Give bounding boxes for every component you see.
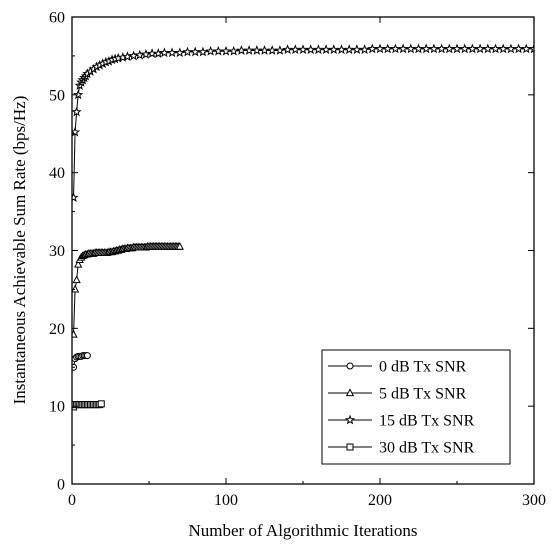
x-axis-label: Number of Algorithmic Iterations	[189, 521, 418, 540]
data-point	[428, 43, 440, 54]
data-point	[166, 47, 178, 58]
data-point	[220, 45, 232, 56]
legend: 0 dB Tx SNR 5 dB Tx SNR 15 dB Tx SNR 30 dB …	[321, 349, 511, 465]
data-point	[344, 44, 355, 55]
data-point	[444, 43, 455, 54]
legend-entry: 5 dB Tx SNR	[328, 386, 467, 403]
data-point	[336, 44, 347, 55]
series-30-db-tx-snr	[72, 400, 105, 411]
data-point	[159, 47, 170, 58]
legend-entry: 0 dB Tx SNR	[328, 359, 467, 376]
data-point	[134, 49, 145, 60]
data-point	[73, 89, 84, 100]
data-point	[290, 44, 301, 55]
data-point	[505, 43, 517, 54]
data-point	[474, 43, 486, 54]
legend-marker	[344, 414, 356, 425]
data-point	[175, 241, 184, 250]
data-point	[459, 43, 470, 54]
legend-marker	[346, 443, 354, 451]
data-point	[313, 44, 324, 55]
data-point	[467, 43, 478, 54]
legend-label: 0 dB Tx SNR	[379, 359, 467, 376]
x-tick-label: 0	[68, 492, 76, 509]
legend-entry: 30 dB Tx SNR	[328, 440, 475, 457]
y-tick-label: 20	[49, 321, 65, 338]
data-point	[413, 43, 424, 54]
data-point	[451, 43, 463, 54]
data-point	[351, 44, 363, 55]
data-point	[174, 47, 185, 58]
data-point	[382, 43, 393, 54]
data-point	[421, 43, 432, 54]
y-tick-label: 30	[49, 243, 65, 260]
y-tick-label: 60	[49, 10, 65, 27]
data-point	[320, 44, 332, 55]
data-point	[436, 43, 447, 54]
data-point	[528, 43, 534, 54]
data-point	[259, 45, 270, 55]
x-tick-label: 200	[368, 492, 392, 509]
data-point	[197, 46, 209, 57]
x-tick-label: 300	[522, 492, 546, 509]
y-tick-label: 40	[49, 165, 65, 182]
data-point	[72, 192, 79, 202]
data-point	[72, 329, 78, 338]
data-point	[97, 400, 105, 408]
data-point	[205, 45, 216, 56]
data-point	[267, 45, 278, 55]
data-point	[72, 106, 82, 117]
data-point	[228, 45, 239, 56]
y-tick-label: 0	[57, 477, 65, 494]
data-point	[182, 46, 193, 57]
x-tick-label: 100	[214, 492, 238, 509]
legend-label: 15 dB Tx SNR	[379, 413, 475, 430]
series-15-db-tx-snr	[72, 43, 534, 202]
data-point	[274, 45, 286, 55]
data-point	[153, 48, 164, 58]
data-point	[128, 50, 139, 61]
y-axis-label: Instantaneous Achievable Sum Rate (bps/H…	[10, 96, 29, 405]
data-point	[190, 46, 201, 57]
y-tick-label: 50	[49, 87, 65, 104]
data-point	[521, 43, 532, 54]
legend-marker	[346, 362, 354, 370]
data-point	[367, 43, 378, 54]
legend-entry: 15 dB Tx SNR	[328, 413, 475, 430]
data-point	[83, 352, 91, 360]
data-point	[405, 43, 416, 54]
data-point	[305, 44, 316, 55]
data-point	[236, 45, 247, 55]
legend-marker	[345, 388, 355, 397]
legend-label: 5 dB Tx SNR	[379, 386, 467, 403]
data-point	[374, 43, 386, 54]
data-point	[390, 43, 401, 54]
data-point	[140, 48, 152, 59]
series-layer	[72, 43, 534, 411]
data-point	[359, 44, 370, 55]
data-point	[490, 43, 501, 54]
legend-label: 30 dB Tx SNR	[379, 440, 475, 457]
series-5-db-tx-snr	[72, 241, 184, 338]
data-point	[213, 45, 224, 56]
data-point	[482, 43, 493, 54]
data-point	[74, 259, 83, 268]
data-point	[328, 44, 339, 55]
data-point	[251, 45, 262, 55]
data-point	[243, 45, 255, 55]
series-line	[73, 246, 180, 335]
data-point	[397, 43, 409, 54]
y-tick-label: 10	[49, 399, 65, 416]
data-point	[297, 44, 309, 55]
data-point	[72, 275, 81, 284]
data-point	[498, 43, 509, 54]
tick-layer: 0 100 200 300 0 10 20 30 40 50 60	[49, 10, 546, 510]
series-line	[73, 48, 534, 198]
data-point	[513, 43, 524, 54]
series-0-db-tx-snr	[72, 352, 91, 371]
data-point	[282, 44, 293, 55]
